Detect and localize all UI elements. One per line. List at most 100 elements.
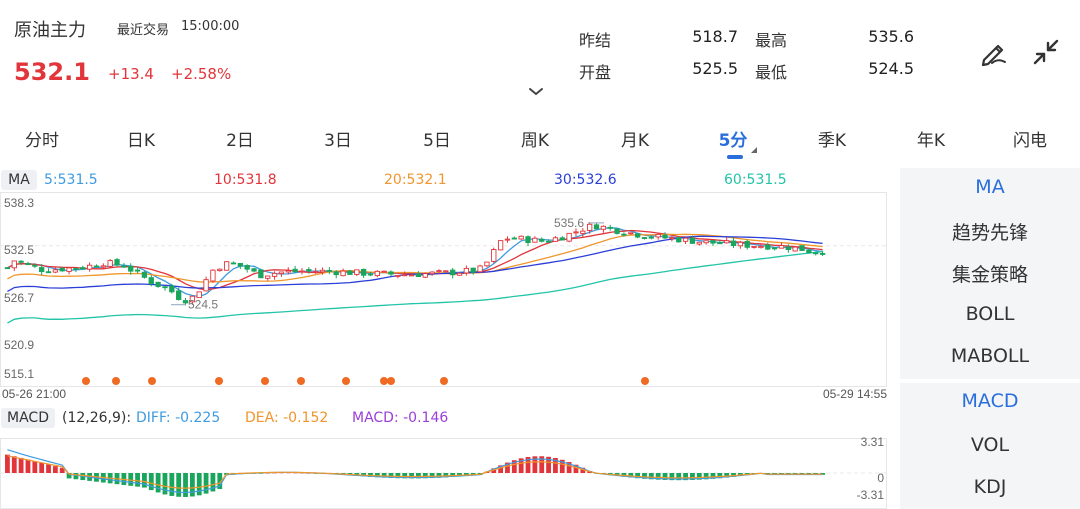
candle-body (114, 259, 120, 266)
tab-lightning[interactable]: 闪电 (1013, 131, 1047, 151)
macd-histogram-bar (573, 464, 579, 473)
tab-month-k[interactable]: 月K (620, 131, 650, 151)
candle-body (306, 269, 312, 272)
candlesticks (4, 222, 826, 306)
kline-chart[interactable]: 3.31 0 -3.31 538.3 532.5 526.7 520.9 515.1 05-2… (0, 192, 900, 509)
macd-histogram-bar (621, 473, 627, 477)
candle-body (189, 295, 196, 303)
macd-histogram-bar (724, 473, 730, 478)
tab-fenshi[interactable]: 分时 (25, 131, 59, 151)
candle-body (545, 240, 552, 243)
candle-body (703, 240, 709, 244)
macd-histogram-bar (511, 460, 517, 473)
macd-histogram-bar (183, 473, 188, 497)
candle-body (237, 263, 243, 267)
candle-body (251, 268, 257, 272)
macd-histogram-bar (648, 473, 654, 480)
candle-body (634, 233, 641, 238)
time-axis-end: 05-29 14:55 (823, 387, 887, 401)
tab-5min[interactable]: 5分 (718, 131, 748, 151)
signal-dot (148, 377, 156, 385)
macd-histogram-bar (176, 473, 182, 497)
indicator-vol[interactable]: VOL (970, 434, 1010, 456)
macd-histogram-bar (11, 456, 17, 473)
candle-body (593, 224, 600, 230)
candle-body (196, 291, 202, 299)
candle-body (456, 272, 463, 276)
candle-body (614, 228, 620, 234)
macd-value: MACD: -0.146 (352, 410, 449, 426)
candle-body (792, 246, 798, 252)
macd-histogram-bar (128, 473, 134, 486)
macd-histogram-bar (39, 462, 45, 473)
candle-body (66, 267, 72, 272)
tab-season-k[interactable]: 季K (817, 131, 847, 151)
candle-body (758, 245, 764, 249)
candle-body (477, 265, 483, 273)
macd-histogram-bar (409, 473, 414, 479)
tab-week-k[interactable]: 周K (520, 131, 550, 151)
macd-histogram-bar (696, 473, 702, 480)
candle-body (18, 260, 24, 263)
indicator-jijin-strategy[interactable]: 集金策略 (951, 264, 1028, 286)
indicator-macd[interactable]: MACD (961, 390, 1019, 412)
chevron-down-icon[interactable] (527, 84, 545, 98)
price-axis-label: 526.7 (4, 291, 34, 305)
candle-body (292, 268, 298, 273)
tab-2day[interactable]: 2日 (226, 131, 254, 151)
macd-dea: DEA: -0.152 (245, 410, 329, 426)
open-label: 开盘 (579, 63, 612, 82)
candle-body (45, 271, 52, 274)
candle-body (162, 286, 168, 289)
macd-histogram-bar (429, 473, 435, 479)
last-trade-label: 最近交易 (117, 23, 170, 38)
indicator-maboll[interactable]: MABOLL (950, 345, 1030, 367)
macd-histogram-bar (169, 473, 175, 496)
macd-histogram-bar (505, 462, 510, 473)
price-axis-label: 532.5 (4, 243, 34, 257)
tab-dropdown-caret-icon[interactable] (751, 147, 757, 153)
candle-body (470, 267, 476, 273)
candle-body (203, 279, 209, 292)
macd-histogram-bar (59, 467, 65, 473)
candle-body (511, 237, 517, 240)
macd-histogram-bar (422, 473, 428, 479)
tab-5day[interactable]: 5日 (423, 131, 451, 151)
candle-body (552, 237, 559, 242)
collapse-arrows-icon[interactable] (1030, 36, 1062, 68)
indicator-boll[interactable]: BOLL (965, 303, 1015, 325)
indicator-ma[interactable]: MA (975, 176, 1005, 198)
macd-histogram-bar (52, 466, 58, 473)
candle-body (813, 252, 819, 255)
signal-dot (380, 377, 388, 385)
indicator-trend-pioneer[interactable]: 趋势先锋 (951, 222, 1028, 244)
candle-body (539, 238, 545, 242)
indicator-kdj[interactable]: KDJ (973, 476, 1007, 498)
period-tabs: 分时 日K 2日 3日 5日 周K 月K 5分 季K 年K 闪电 (0, 108, 1080, 164)
tab-year-k[interactable]: 年K (916, 131, 946, 151)
candle-body (374, 270, 380, 277)
candle-body (771, 247, 778, 250)
macd-badge[interactable]: MACD (1, 408, 55, 428)
ma-badge[interactable]: MA (1, 170, 37, 190)
macd-histogram-bar (559, 459, 565, 473)
macd-histogram-bar (162, 473, 168, 495)
price-axis-label: 515.1 (4, 367, 34, 381)
macd-histogram-bar (436, 473, 442, 478)
macd-histogram-bar (374, 473, 380, 478)
candle-body (210, 269, 216, 282)
candle-body (799, 245, 805, 251)
macd-histogram-bar (553, 458, 558, 473)
tab-3day[interactable]: 3日 (324, 131, 352, 151)
time-axis-start: 05-26 21:00 (2, 387, 66, 401)
signal-dot (387, 377, 395, 385)
tab-day-k[interactable]: 日K (126, 131, 156, 151)
candle-body (450, 269, 456, 276)
candle-body (607, 226, 613, 229)
candle-body (52, 269, 59, 273)
candle-body (223, 261, 230, 271)
macd-histogram-bar (566, 462, 572, 473)
price-axis-label: 538.3 (4, 196, 34, 210)
draw-pen-icon[interactable] (978, 36, 1010, 68)
macd-histogram-bar (32, 461, 38, 473)
